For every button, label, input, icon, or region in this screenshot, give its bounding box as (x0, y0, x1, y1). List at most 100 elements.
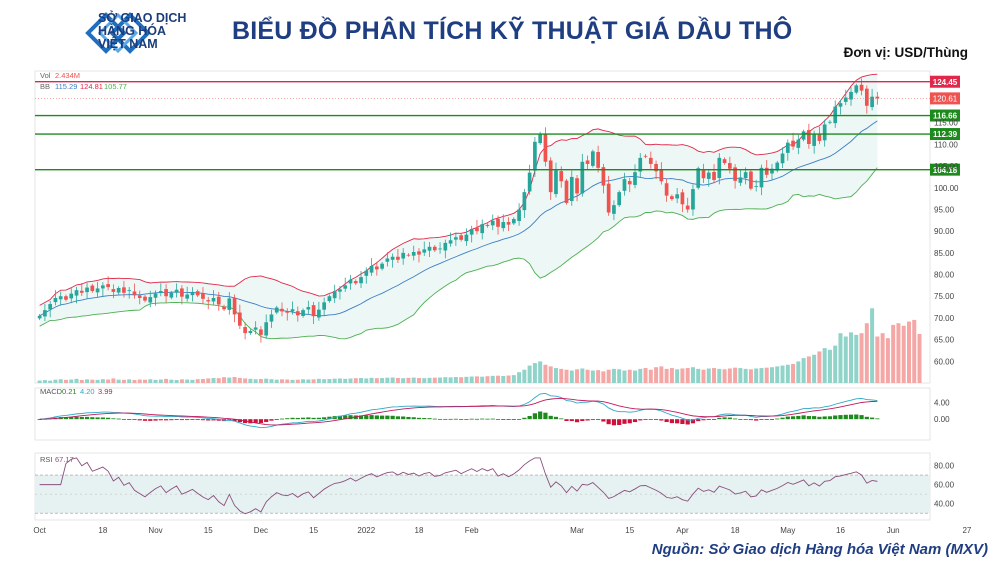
macd-hist-bar (427, 418, 432, 420)
volume-bar (385, 377, 390, 383)
candle-body (148, 297, 153, 303)
candle-body (501, 222, 506, 229)
macd-value: 3.99 (98, 387, 113, 396)
volume-bar (227, 377, 232, 383)
volume-bar (269, 379, 274, 383)
macd-hist-bar (379, 415, 385, 420)
volume-bar (880, 333, 885, 383)
macd-hist-bar (733, 418, 738, 420)
macd-hist-bar (648, 419, 653, 420)
macd-hist-bar (617, 419, 622, 425)
volume-bar (833, 345, 838, 383)
candle-body (543, 133, 548, 162)
macd-hist-bar (469, 418, 474, 420)
candle-body (227, 298, 232, 310)
macd-hist-bar (121, 419, 127, 420)
volume-bar (517, 372, 522, 383)
last-price-label: 120.61 (933, 95, 958, 104)
candle-body (164, 289, 168, 297)
macd-hist-bar (464, 418, 469, 420)
volume-bar (121, 379, 126, 383)
volume-bar (322, 379, 327, 383)
volume-bar (532, 363, 537, 383)
volume-bar (696, 368, 701, 383)
volume-bar (169, 379, 174, 383)
macd-hist-bar (416, 417, 422, 420)
volume-bar (849, 332, 854, 383)
volume-bar (522, 369, 527, 383)
volume-bar (791, 363, 796, 383)
macd-hist-bar (511, 419, 516, 420)
volume-bar (216, 378, 221, 383)
candle-body (348, 279, 353, 284)
volume-bar (301, 379, 306, 383)
x-tick-label: May (780, 526, 795, 535)
volume-bar (717, 368, 722, 383)
candle-body (374, 266, 379, 270)
macd-hist-bar (506, 419, 511, 420)
macd-hist-bar (490, 418, 495, 420)
x-tick-label: 15 (625, 526, 634, 535)
volume-bar (390, 377, 395, 383)
candle-body (859, 84, 864, 91)
volume-bar (733, 367, 738, 383)
level-label: 124.45 (933, 78, 958, 87)
y-tick-label: 70.00 (934, 314, 955, 323)
volume-bar (580, 368, 585, 383)
volume-bar (490, 375, 495, 383)
volume-bar (253, 379, 258, 383)
candle-body (648, 157, 653, 164)
macd-hist-bar (759, 419, 764, 420)
vol-value: 2.434M (55, 71, 80, 80)
candle-body (417, 251, 421, 255)
y-tick-label: 60.00 (934, 357, 955, 366)
candle-body (454, 237, 458, 240)
macd-hist-bar (538, 411, 543, 420)
macd-hist-bar (632, 419, 638, 423)
volume-bar (459, 377, 464, 383)
x-tick-label: Dec (254, 526, 268, 535)
candle-body (301, 310, 305, 316)
candle-body (243, 327, 247, 334)
candle-body (675, 194, 679, 199)
volume-bar (875, 336, 880, 383)
volume-bar (511, 375, 516, 383)
volume-bar (496, 375, 501, 383)
volume-bar (633, 370, 638, 383)
macd-hist-bar (253, 419, 258, 423)
macd-hist-bar (559, 418, 564, 420)
volume-bar (311, 379, 316, 383)
volume-bar (617, 369, 622, 383)
candle-body (359, 277, 363, 284)
macd-hist-bar (95, 417, 100, 420)
volume-bar (48, 380, 53, 383)
macd-hist-bar (727, 417, 732, 420)
macd-hist-bar (669, 419, 674, 424)
candle-body (132, 291, 137, 296)
candle-body (506, 222, 511, 225)
macd-hist-bar (764, 419, 769, 420)
macd-pane (34, 387, 931, 441)
candle-body (438, 248, 442, 250)
macd-hist-bar (664, 419, 669, 423)
macd-hist-bar (79, 416, 84, 420)
candle-body (870, 96, 874, 108)
volume-bar (917, 334, 922, 383)
candle-body (427, 246, 432, 251)
volume-bar (485, 376, 490, 383)
y-tick-label: 75.00 (934, 292, 955, 301)
volume-bar (906, 321, 911, 383)
x-tick-label: Feb (465, 526, 479, 535)
volume-bar (137, 379, 142, 383)
candle-body (817, 134, 822, 141)
macd-tick-label: 4.00 (934, 398, 950, 407)
volume-bar (754, 368, 759, 383)
macd-hist-bar (422, 418, 427, 420)
volume-bar (116, 379, 121, 383)
candle-body (617, 192, 622, 206)
volume-bar (164, 378, 169, 383)
candle-body (727, 163, 732, 169)
candle-body (480, 224, 485, 234)
volume-bar (553, 368, 558, 383)
macd-hist-bar (153, 419, 158, 421)
